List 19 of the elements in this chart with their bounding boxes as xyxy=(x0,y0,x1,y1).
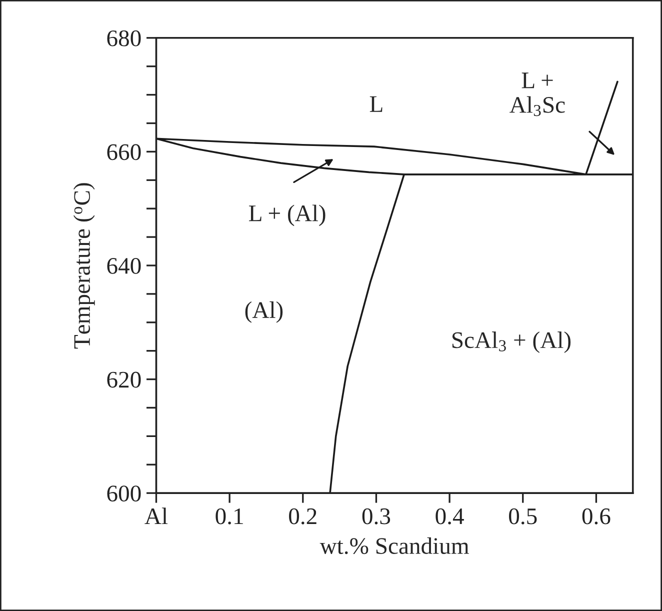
x-tick-label: 0.6 xyxy=(582,508,610,524)
x-tick-label: 0.2 xyxy=(289,508,316,524)
x-axis-title: wt.% Scandium xyxy=(320,537,469,554)
annotation: L xyxy=(370,96,382,112)
annotation: L + (Al) xyxy=(248,204,326,226)
y-tick-label: 660 xyxy=(107,144,141,160)
y-tick-label: 620 xyxy=(107,372,141,388)
y-tick-label: 600 xyxy=(107,486,141,502)
y-tick-label: 680 xyxy=(107,30,141,46)
y-tick-label: 640 xyxy=(107,258,141,274)
x-tick-label: 0.4 xyxy=(436,508,464,524)
y-axis-title: Temperature ($^{o}$C) xyxy=(73,183,95,349)
x-tick-label: 0.3 xyxy=(362,508,390,524)
x-tick-label: 0.1 xyxy=(216,508,243,524)
x-tick-label: 0.5 xyxy=(509,508,537,524)
x-tick-label: Al xyxy=(144,508,168,524)
annotation: L + Al$_{3}$Sc xyxy=(510,72,565,116)
annotation: (Al) xyxy=(245,301,283,323)
annotation: ScAl$_{3}$ + (Al) xyxy=(452,332,571,353)
